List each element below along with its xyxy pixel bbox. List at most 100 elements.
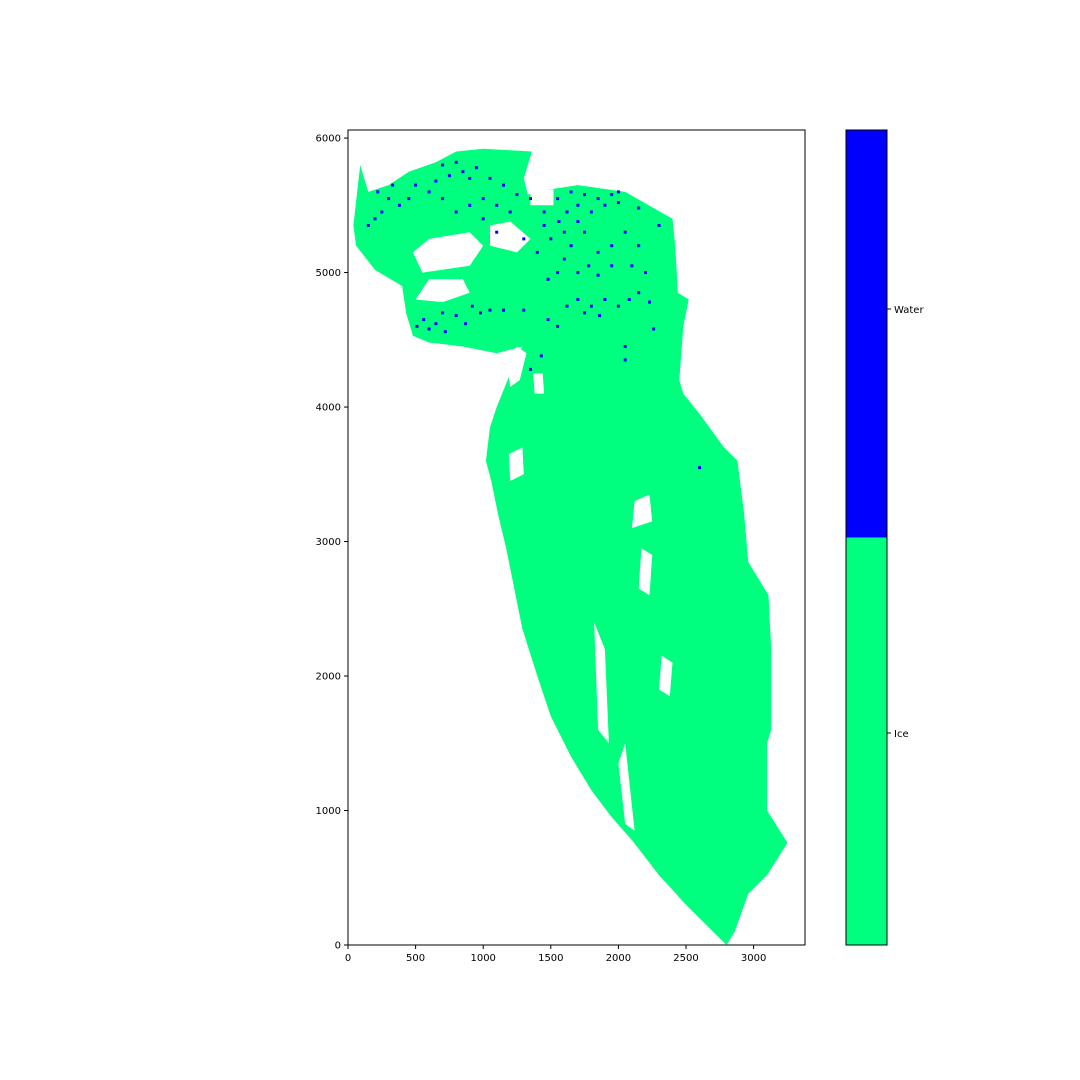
no-data-gap <box>659 655 673 697</box>
water-pixel <box>576 298 580 301</box>
water-pixel <box>657 224 661 227</box>
water-pixel <box>454 314 458 318</box>
no-data-gap <box>530 189 554 206</box>
water-pixel <box>546 318 550 322</box>
water-pixel <box>380 210 384 214</box>
water-pixel <box>565 210 569 214</box>
water-pixel <box>366 224 370 227</box>
x-tick-label: 500 <box>406 953 425 964</box>
y-tick-label: 2000 <box>316 672 341 683</box>
water-pixel <box>542 210 546 214</box>
no-data-gap <box>533 373 545 394</box>
x-tick-label: 1500 <box>538 953 563 964</box>
colorbar-label-ice: Ice <box>894 729 909 740</box>
water-pixel <box>427 327 431 331</box>
water-pixel <box>443 330 447 334</box>
water-pixel <box>637 206 641 210</box>
water-pixel <box>441 311 445 315</box>
water-pixel <box>562 257 566 261</box>
plot-axes: 0 500 1000 1500 2000 2500 3000 0 1000 2000 3000 40… <box>316 129 806 964</box>
water-pixel <box>603 203 607 207</box>
water-pixel <box>623 230 627 234</box>
x-tick-label: 2000 <box>606 953 631 964</box>
x-tick-label: 1000 <box>470 953 495 964</box>
water-pixel <box>407 197 411 201</box>
water-pixel <box>414 183 418 187</box>
water-pixel <box>596 250 600 254</box>
water-pixel <box>468 176 472 180</box>
water-pixel <box>610 244 614 248</box>
ice-region <box>353 148 788 945</box>
water-pixel <box>557 220 561 223</box>
water-pixel <box>447 174 451 178</box>
water-pixel <box>623 345 627 348</box>
water-pixel <box>637 244 641 248</box>
water-pixel <box>637 291 641 295</box>
water-pixel <box>576 203 580 207</box>
no-data-gap <box>415 279 470 303</box>
water-pixel <box>481 197 485 201</box>
colorbar-frame <box>845 129 888 946</box>
no-data-gap <box>594 622 609 744</box>
y-tick-label: 0 <box>335 941 341 952</box>
water-pixel <box>529 197 532 201</box>
water-pixel <box>454 210 458 214</box>
water-pixel <box>479 311 482 315</box>
water-pixel <box>468 203 472 207</box>
water-pixel <box>387 197 391 201</box>
water-pixel <box>603 298 607 301</box>
water-pixel <box>616 304 620 308</box>
water-pixel <box>434 179 438 183</box>
plot-frame <box>347 129 806 946</box>
water-pixel <box>587 264 591 268</box>
water-pixel <box>549 237 553 241</box>
water-pixel <box>539 354 543 358</box>
water-pixel <box>391 183 395 187</box>
colorbar-segment-ice <box>846 537 887 945</box>
water-pixel <box>648 300 651 304</box>
water-pixel <box>502 183 505 187</box>
water-pixel <box>644 271 647 275</box>
water-pixel <box>535 250 539 254</box>
water-pixel <box>481 217 485 221</box>
water-pixel <box>495 230 499 234</box>
water-pixel <box>652 327 656 331</box>
water-pixel <box>373 217 377 221</box>
water-pixel <box>698 466 701 470</box>
water-pixel <box>583 193 587 197</box>
water-pixel <box>502 308 505 312</box>
y-tick-label: 4000 <box>316 403 341 414</box>
water-pixel <box>495 203 499 207</box>
water-pixel <box>562 230 566 234</box>
water-pixel <box>616 190 620 194</box>
water-pixel <box>610 264 614 268</box>
water-pixel <box>461 170 465 174</box>
water-pixel <box>616 201 620 205</box>
colorbar: Water Ice <box>845 129 924 946</box>
colorbar-label-water: Water <box>894 305 924 316</box>
water-pixel <box>522 237 526 241</box>
no-data-gap <box>508 447 524 481</box>
water-pixel <box>434 322 438 326</box>
water-pixel <box>529 367 532 371</box>
water-pixel <box>488 308 492 312</box>
water-pixel <box>464 322 468 326</box>
no-data-gap <box>412 232 484 273</box>
water-pixel <box>441 197 445 201</box>
water-pixel <box>542 224 546 227</box>
water-pixel <box>508 210 512 214</box>
water-pixel <box>415 324 419 328</box>
colorbar-segment-water <box>846 130 887 538</box>
y-axis: 0 1000 2000 3000 4000 5000 6000 <box>316 134 348 952</box>
water-pixel <box>546 277 550 281</box>
water-pixel <box>569 190 573 194</box>
water-pixel <box>589 210 593 214</box>
y-tick-label: 6000 <box>316 134 341 145</box>
water-pixel <box>488 176 492 180</box>
water-pixel <box>454 160 458 164</box>
water-pixel <box>522 308 526 312</box>
water-pixel <box>630 264 634 268</box>
water-pixel <box>610 193 614 197</box>
no-data-gap <box>618 743 635 831</box>
